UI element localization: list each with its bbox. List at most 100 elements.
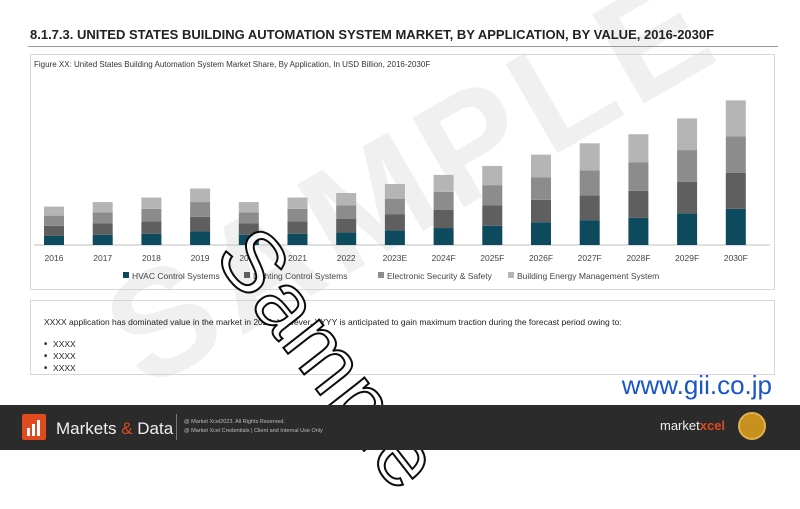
bar-segment	[677, 150, 698, 182]
legend-swatch	[508, 272, 514, 278]
bar-segment	[44, 225, 64, 236]
bar-segment	[287, 208, 308, 222]
brand-right: Data	[132, 419, 174, 438]
title-divider	[28, 46, 778, 47]
bar-segment	[336, 205, 357, 220]
legend-swatch	[244, 272, 250, 278]
bar-segment	[190, 231, 211, 245]
bar-segment	[238, 202, 259, 213]
bar-segment	[531, 177, 551, 200]
bar-segment	[287, 197, 308, 209]
bar-segment	[482, 165, 503, 186]
title-main: 8.1.7.3. UNITED STATES BUILDING AUTOMATI…	[30, 27, 450, 42]
bar-chart-icon	[27, 420, 40, 436]
x-tick-label: 2022	[337, 253, 356, 263]
bar-segment	[384, 214, 405, 231]
bar-segment	[92, 202, 113, 213]
bar-segment	[725, 172, 746, 209]
bar-chart-logo-icon	[22, 414, 46, 440]
bar-segment	[92, 234, 113, 245]
bar-segment	[677, 213, 698, 245]
x-tick-label: 2018	[142, 253, 161, 263]
brand-amp: &	[121, 419, 133, 438]
bullet-item: XXXX	[44, 362, 76, 374]
x-tick-label: 2026F	[529, 253, 553, 263]
bar-segment	[141, 197, 162, 209]
bar-segment	[238, 223, 259, 235]
insight-bullets: XXXX XXXX XXXX	[44, 338, 76, 374]
bar-segment	[141, 208, 162, 222]
title-rest: , BY APPLICATION, BY VALUE, 2016-2030F	[449, 27, 715, 42]
page-title: 8.1.7.3. UNITED STATES BUILDING AUTOMATI…	[30, 27, 714, 42]
bar-segment	[531, 154, 551, 178]
bar-segment	[44, 235, 64, 245]
bar-segment	[628, 134, 649, 163]
x-tick-label: 2029F	[675, 253, 699, 263]
x-tick-label: 2028F	[626, 253, 650, 263]
bar-segment	[190, 216, 211, 232]
bar-segment	[579, 143, 600, 171]
bar-segment	[531, 199, 551, 223]
bar-segment	[725, 208, 746, 245]
bar-segment	[579, 170, 600, 196]
logo-left: market	[660, 418, 700, 433]
x-tick-label: 2024F	[432, 253, 456, 263]
x-tick-label: 2020	[239, 253, 258, 263]
insight-panel	[30, 300, 775, 375]
bar-segment	[141, 221, 162, 234]
gold-badge-icon	[738, 412, 766, 440]
brand-left: Markets	[56, 419, 122, 438]
x-tick-label: 2021	[288, 253, 307, 263]
chart-panel	[30, 54, 775, 290]
bar-segment	[287, 221, 308, 234]
bar-segment	[190, 188, 211, 203]
bar-segment	[433, 174, 454, 192]
bar-segment	[725, 136, 746, 173]
bar-segment	[482, 185, 503, 206]
bar-segment	[141, 233, 162, 245]
logo-right: xcel	[699, 418, 726, 433]
bullet-item: XXXX	[44, 350, 76, 362]
bar-segment	[677, 181, 698, 214]
x-tick-label: 2030F	[724, 253, 748, 263]
copyright-line: @ Market Xcel2023. All Rights Reserved.	[184, 419, 285, 425]
bar-segment	[579, 220, 600, 245]
x-tick-label: 2017	[93, 253, 112, 263]
footer-copyright: @ Market Xcel2023. All Rights Reserved. …	[184, 418, 323, 436]
bar-segment	[336, 193, 357, 206]
legend-label: Lighting Control Systems	[253, 271, 348, 281]
bar-segment	[238, 234, 259, 245]
footer-bar	[0, 405, 800, 450]
stacked-bar-chart: 2016 2017 2018 2019 2020 2021 2022 2023E 2024F 20…	[34, 100, 770, 281]
bar-segment	[433, 191, 454, 210]
bar-segment	[482, 225, 503, 245]
bar-segment	[628, 217, 649, 245]
bar-segment	[384, 183, 405, 199]
footer-brand: Markets & Data	[56, 419, 173, 439]
gii-site-link[interactable]: www.gii.co.jp	[621, 370, 772, 400]
bar-segment	[384, 230, 405, 245]
footer-divider	[176, 414, 177, 440]
legend-label: HVAC Control Systems	[132, 271, 220, 281]
bar-segment	[92, 223, 113, 235]
bar-segment	[384, 198, 405, 215]
x-tick-label: 2027F	[578, 253, 602, 263]
marketxcel-logo: marketxcel	[660, 418, 725, 433]
bar-segment	[579, 195, 600, 221]
legend-label: Building Energy Management System	[517, 271, 659, 281]
bar-segment	[482, 205, 503, 226]
bar-segment	[628, 190, 649, 218]
bar-segment	[287, 233, 308, 245]
bar-segment	[336, 232, 357, 245]
bar-segment	[44, 215, 64, 226]
bar-segment	[677, 118, 698, 151]
legend-label: Electronic Security & Safety	[387, 271, 493, 281]
x-tick-label: 2019	[191, 253, 210, 263]
figure-caption: Figure XX: United States Building Automa…	[34, 60, 431, 69]
bar-segment	[628, 162, 649, 191]
bar-segment	[725, 100, 746, 137]
bar-segment	[433, 209, 454, 229]
bar-segment	[238, 212, 259, 224]
x-tick-label: 2023E	[383, 253, 408, 263]
bar-segment	[433, 228, 454, 245]
